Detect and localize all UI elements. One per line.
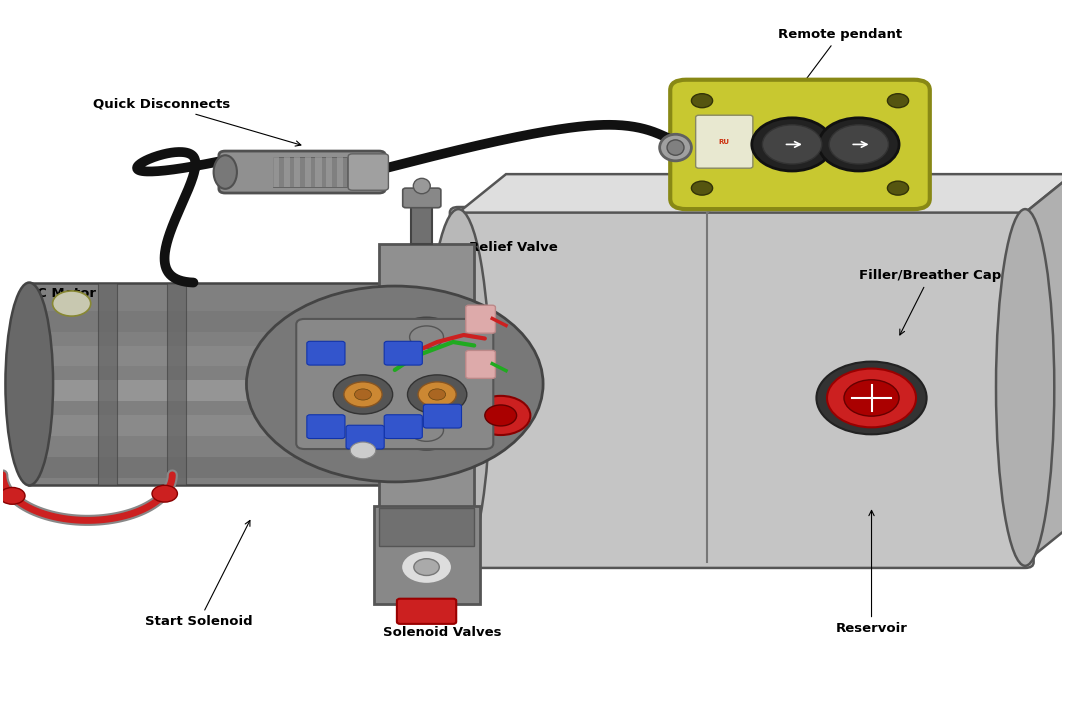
FancyBboxPatch shape [465,305,495,333]
Bar [411,206,432,244]
Polygon shape [458,174,1065,213]
Bar [305,157,311,187]
FancyBboxPatch shape [670,80,930,209]
Bar [273,157,279,187]
Circle shape [355,389,372,400]
Circle shape [410,419,443,441]
Circle shape [410,326,443,348]
Circle shape [0,487,26,504]
FancyBboxPatch shape [307,341,345,365]
Circle shape [691,94,712,108]
Text: RU: RU [719,140,730,145]
Bar [273,157,347,187]
Bar [29,310,400,331]
Circle shape [843,380,899,416]
Bar [29,458,400,479]
Bar [379,508,474,546]
FancyBboxPatch shape [449,207,1034,568]
Ellipse shape [667,140,684,155]
Text: Reservoir: Reservoir [836,510,907,635]
Circle shape [763,125,822,164]
FancyBboxPatch shape [695,115,753,168]
Bar [326,157,332,187]
Ellipse shape [659,134,691,161]
Text: Start Solenoid: Start Solenoid [145,520,252,628]
Circle shape [752,118,833,171]
FancyBboxPatch shape [346,425,384,449]
Ellipse shape [376,283,424,486]
Circle shape [397,317,456,357]
Bar [337,157,343,187]
Bar [29,415,400,436]
Circle shape [887,181,908,195]
FancyBboxPatch shape [403,188,441,208]
Circle shape [397,410,456,450]
Ellipse shape [5,283,53,486]
FancyBboxPatch shape [348,154,389,190]
Text: Relief Valve: Relief Valve [417,241,558,257]
Bar [29,381,400,401]
Circle shape [344,382,382,407]
Circle shape [419,382,456,407]
Bar [29,345,400,367]
Bar [315,157,322,187]
FancyBboxPatch shape [219,151,386,193]
Circle shape [887,94,908,108]
Circle shape [333,375,393,414]
FancyBboxPatch shape [397,599,456,624]
FancyBboxPatch shape [296,319,493,449]
Text: Quick Disconnects: Quick Disconnects [93,98,301,146]
Text: Filler/Breather Cap: Filler/Breather Cap [858,269,1001,335]
FancyBboxPatch shape [384,341,423,365]
Ellipse shape [996,209,1054,566]
Bar [283,157,290,187]
Circle shape [52,291,91,316]
FancyBboxPatch shape [384,415,423,439]
Bar [98,283,117,486]
Circle shape [819,118,899,171]
Bar [29,283,400,486]
Ellipse shape [214,155,236,189]
Text: DC Motor: DC Motor [26,286,96,311]
Circle shape [828,369,916,427]
Text: Solenoid Valves: Solenoid Valves [383,535,502,639]
Circle shape [246,286,543,482]
Bar [294,157,300,187]
Bar [167,283,186,486]
Text: Remote pendant: Remote pendant [777,27,902,92]
Circle shape [414,558,439,575]
Circle shape [817,362,927,434]
Ellipse shape [427,209,490,566]
FancyBboxPatch shape [424,404,461,428]
Circle shape [485,405,517,426]
Circle shape [830,125,888,164]
Bar [374,506,479,604]
Circle shape [350,442,376,459]
Circle shape [429,380,443,390]
FancyBboxPatch shape [307,415,345,439]
Circle shape [471,396,530,435]
Circle shape [691,181,712,195]
Polygon shape [1026,174,1065,563]
Circle shape [402,551,452,584]
Bar [379,244,474,510]
Circle shape [152,485,178,502]
FancyBboxPatch shape [465,350,495,379]
Ellipse shape [413,178,430,194]
Circle shape [429,389,445,400]
Circle shape [408,375,466,414]
